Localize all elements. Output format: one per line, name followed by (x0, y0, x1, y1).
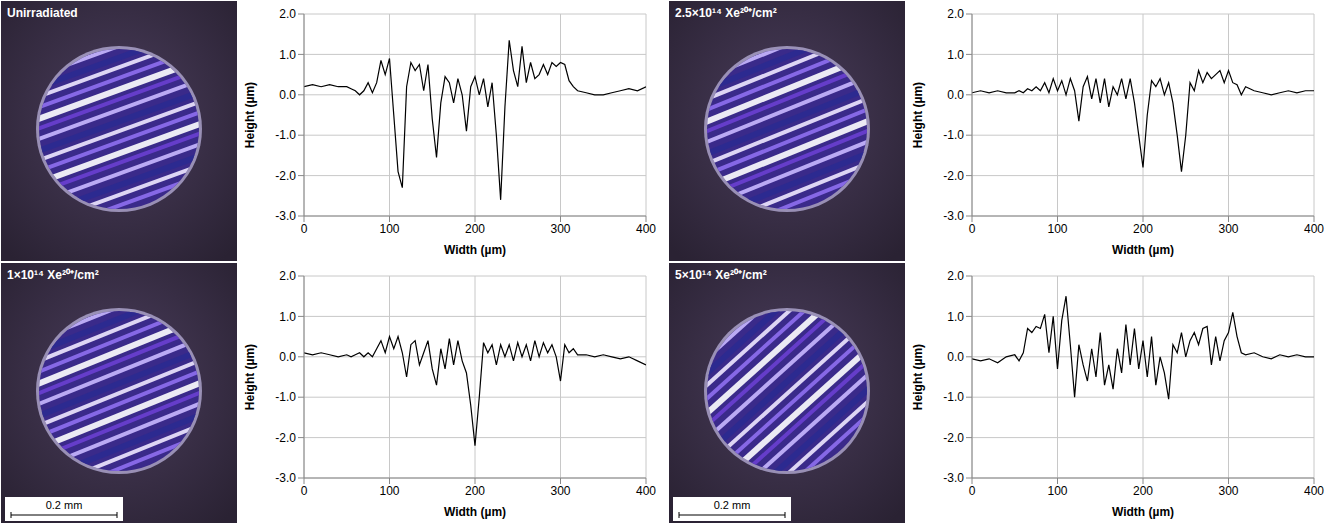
svg-text:-3.0: -3.0 (943, 209, 964, 223)
svg-text:5×10¹⁴ Xe²⁰⁺/cm²: 5×10¹⁴ Xe²⁰⁺/cm² (675, 268, 767, 282)
svg-text:-3.0: -3.0 (943, 471, 964, 485)
svg-text:200: 200 (1133, 484, 1153, 498)
svg-text:2.0: 2.0 (947, 269, 964, 283)
svg-text:-1.0: -1.0 (943, 390, 964, 404)
svg-text:300: 300 (1218, 484, 1238, 498)
svg-text:400: 400 (636, 484, 656, 498)
svg-text:2.0: 2.0 (279, 269, 296, 283)
svg-text:Width (µm): Width (µm) (444, 505, 506, 519)
svg-text:200: 200 (465, 484, 485, 498)
svg-text:2.0: 2.0 (947, 7, 964, 21)
svg-text:0.2 mm: 0.2 mm (46, 499, 83, 511)
svg-text:-2.0: -2.0 (943, 431, 964, 445)
svg-text:Height (µm): Height (µm) (911, 82, 925, 148)
svg-text:-2.0: -2.0 (275, 431, 296, 445)
svg-text:0.0: 0.0 (279, 88, 296, 102)
svg-text:1.0: 1.0 (947, 310, 964, 324)
svg-text:1×10¹⁴ Xe²⁰⁺/cm²: 1×10¹⁴ Xe²⁰⁺/cm² (7, 268, 99, 282)
svg-text:200: 200 (465, 222, 485, 236)
svg-text:300: 300 (550, 222, 570, 236)
svg-text:-2.0: -2.0 (943, 169, 964, 183)
svg-text:Unirradiated: Unirradiated (7, 6, 78, 20)
svg-text:2.5×10¹⁴ Xe²⁰⁺/cm²: 2.5×10¹⁴ Xe²⁰⁺/cm² (675, 6, 777, 20)
svg-text:400: 400 (1304, 484, 1324, 498)
svg-text:2.0: 2.0 (279, 7, 296, 21)
svg-text:Width (µm): Width (µm) (1112, 505, 1174, 519)
svg-text:400: 400 (636, 222, 656, 236)
svg-text:-2.0: -2.0 (275, 169, 296, 183)
svg-text:0: 0 (301, 484, 308, 498)
svg-text:100: 100 (1047, 484, 1067, 498)
svg-text:Width (µm): Width (µm) (444, 243, 506, 257)
svg-text:200: 200 (1133, 222, 1153, 236)
svg-text:0: 0 (969, 222, 976, 236)
svg-text:0.0: 0.0 (947, 88, 964, 102)
svg-text:Height (µm): Height (µm) (243, 82, 257, 148)
svg-text:100: 100 (1047, 222, 1067, 236)
svg-text:300: 300 (550, 484, 570, 498)
svg-text:-3.0: -3.0 (275, 471, 296, 485)
svg-text:400: 400 (1304, 222, 1324, 236)
svg-text:0: 0 (969, 484, 976, 498)
svg-text:-1.0: -1.0 (275, 390, 296, 404)
svg-text:0: 0 (301, 222, 308, 236)
svg-text:-1.0: -1.0 (275, 128, 296, 142)
svg-text:0.0: 0.0 (279, 350, 296, 364)
svg-text:100: 100 (379, 222, 399, 236)
svg-text:0.0: 0.0 (947, 350, 964, 364)
svg-text:Width (µm): Width (µm) (1112, 243, 1174, 257)
svg-text:0.2 mm: 0.2 mm (714, 499, 751, 511)
svg-text:Height (µm): Height (µm) (911, 344, 925, 410)
svg-text:1.0: 1.0 (279, 48, 296, 62)
svg-text:300: 300 (1218, 222, 1238, 236)
svg-text:-1.0: -1.0 (943, 128, 964, 142)
svg-text:100: 100 (379, 484, 399, 498)
svg-text:1.0: 1.0 (279, 310, 296, 324)
svg-text:1.0: 1.0 (947, 48, 964, 62)
svg-text:-3.0: -3.0 (275, 209, 296, 223)
svg-text:Height (µm): Height (µm) (243, 344, 257, 410)
